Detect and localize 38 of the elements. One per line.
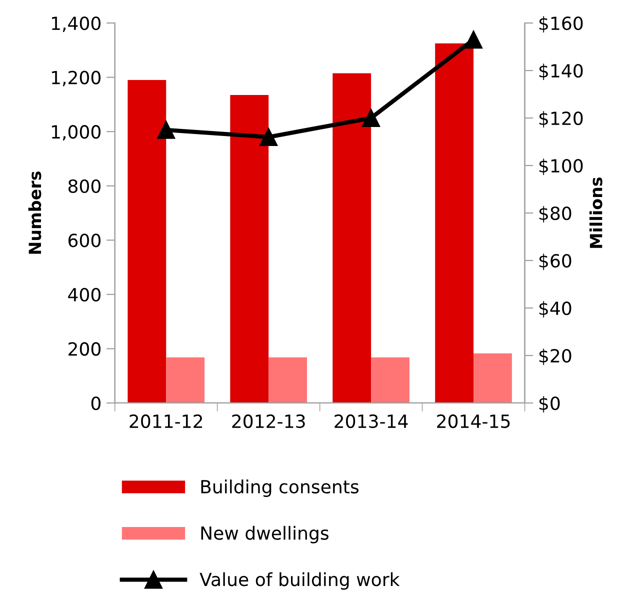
x-tick-label: 2012-13 xyxy=(232,414,305,428)
point xyxy=(362,108,380,128)
y-tick-label: 1,000 xyxy=(52,125,100,141)
y-tick-label: 1,400 xyxy=(52,16,100,32)
point xyxy=(260,128,278,146)
bar xyxy=(435,43,474,403)
x-tick-label: 2014-15 xyxy=(437,414,510,428)
y2-tick-label: $100 xyxy=(539,158,583,176)
bar xyxy=(371,357,410,403)
bar xyxy=(332,73,372,403)
bar xyxy=(474,353,512,403)
y-tick-label: 1,200 xyxy=(52,70,100,86)
y2-tick-label: $20 xyxy=(539,348,572,366)
x-tick-label: 2011-12 xyxy=(130,414,202,428)
y2-axis-title: Millions xyxy=(589,177,602,248)
y2-tick-label: $120 xyxy=(539,111,583,128)
point xyxy=(157,120,176,139)
legend-label: Building consents xyxy=(201,480,358,498)
y2-tick-label: $60 xyxy=(539,254,572,270)
point xyxy=(464,30,483,49)
bar xyxy=(268,357,308,403)
legend-label: Value of building work xyxy=(200,572,400,590)
x-tick-label: 2013-14 xyxy=(334,414,408,428)
y-tick-label: 200 xyxy=(68,342,100,356)
y-tick-label: 400 xyxy=(68,288,100,302)
bar xyxy=(128,80,166,403)
bar xyxy=(166,357,205,403)
y-tick-label: 600 xyxy=(68,234,100,248)
legend-label: New dwellings xyxy=(201,526,328,544)
y2-tick-label: $40 xyxy=(539,301,572,318)
y2-tick-label: $0 xyxy=(539,396,560,413)
y-tick-label: 0 xyxy=(91,396,100,410)
y2-tick-label: $140 xyxy=(539,64,583,80)
y-tick-label: 800 xyxy=(68,179,100,193)
bar xyxy=(230,94,269,403)
y2-tick-label: $80 xyxy=(539,206,572,223)
y-axis-title: Numbers xyxy=(28,172,42,254)
y2-tick-label: $160 xyxy=(539,16,583,33)
